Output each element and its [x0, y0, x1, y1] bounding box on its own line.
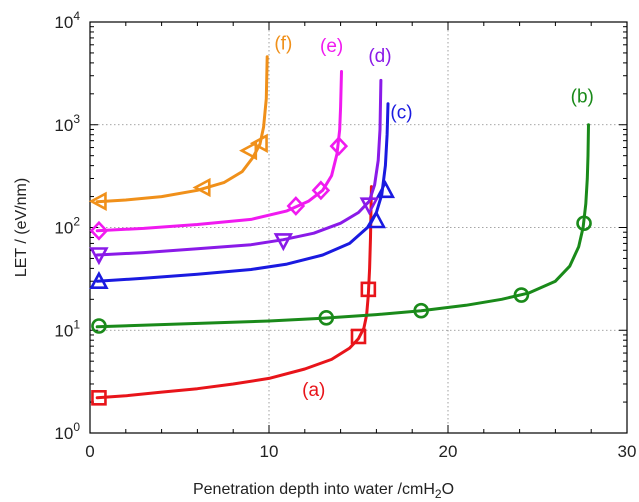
series-c-line	[95, 102, 390, 283]
x-tick-label: 20	[439, 442, 458, 461]
series-a-line	[95, 185, 373, 400]
y-tick-label: 100	[54, 420, 80, 443]
x-tick-label: 0	[85, 442, 94, 461]
series-f-marker	[192, 177, 211, 198]
series-f-label: (f)	[274, 33, 292, 54]
series-c-marker	[375, 180, 396, 199]
series-f-marker	[239, 140, 258, 161]
series-d-marker	[359, 197, 379, 216]
series-b-marker	[413, 302, 429, 319]
series-e-marker	[286, 196, 306, 216]
series-b-marker	[91, 318, 107, 334]
series-c-label: (c)	[390, 103, 412, 124]
series-f-marker	[249, 133, 268, 153]
series-e-marker	[89, 220, 109, 241]
series-e-marker	[311, 180, 331, 201]
series-a-marker	[91, 390, 107, 406]
y-tick-label: 103	[54, 112, 80, 135]
series-e-marker	[329, 136, 349, 156]
series-e-line	[95, 70, 343, 233]
series-d-label: (d)	[368, 46, 391, 67]
series-d-line	[95, 78, 383, 257]
y-tick-label: 101	[54, 317, 80, 340]
series-a-marker	[350, 328, 367, 345]
series-d-marker	[273, 233, 293, 252]
x-tick-label: 30	[618, 442, 637, 461]
series-d-marker	[89, 247, 109, 266]
series-c-marker	[89, 270, 109, 290]
y-axis-label: LET / (eV/nm)	[13, 178, 30, 277]
series-b-marker	[318, 310, 335, 326]
series-a-label: (a)	[302, 380, 325, 401]
series-e-label: (e)	[320, 36, 343, 57]
series-c-marker	[366, 210, 387, 229]
series-b-marker	[576, 215, 592, 232]
series-a-marker	[360, 281, 377, 298]
y-tick-label: 102	[54, 215, 80, 238]
series-f-line	[95, 55, 269, 204]
series-f-marker	[88, 191, 107, 211]
series-b-label: (b)	[571, 86, 594, 107]
x-axis-label: Penetration depth into water /cmH2O	[193, 481, 454, 501]
series-b-marker	[513, 287, 530, 303]
x-tick-label: 10	[260, 442, 279, 461]
y-tick-label: 104	[54, 9, 80, 32]
